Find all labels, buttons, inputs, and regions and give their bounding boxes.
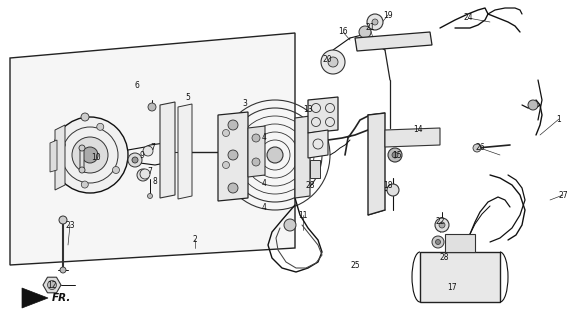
Polygon shape — [80, 148, 84, 170]
Text: 9: 9 — [139, 151, 145, 161]
Circle shape — [392, 152, 398, 158]
Circle shape — [436, 239, 441, 244]
Circle shape — [81, 113, 89, 121]
Circle shape — [435, 218, 449, 232]
Polygon shape — [160, 102, 175, 198]
Text: 1: 1 — [557, 115, 561, 124]
Circle shape — [372, 19, 378, 25]
Circle shape — [359, 26, 371, 38]
Polygon shape — [10, 33, 295, 265]
Polygon shape — [248, 126, 265, 177]
Polygon shape — [178, 104, 192, 199]
Text: 12: 12 — [47, 281, 57, 290]
Circle shape — [228, 120, 238, 130]
Text: 11: 11 — [298, 211, 308, 220]
Text: 4: 4 — [262, 204, 266, 212]
Polygon shape — [308, 130, 328, 158]
Text: 23: 23 — [65, 220, 75, 229]
Circle shape — [128, 153, 142, 167]
Text: 8: 8 — [153, 177, 157, 186]
Text: 16: 16 — [338, 28, 348, 36]
Polygon shape — [218, 112, 248, 201]
Circle shape — [321, 50, 345, 74]
Text: 6: 6 — [135, 82, 139, 91]
Circle shape — [79, 167, 85, 173]
Polygon shape — [50, 140, 57, 172]
Circle shape — [58, 141, 65, 148]
Text: 2: 2 — [192, 236, 198, 244]
Circle shape — [267, 147, 283, 163]
Text: 7: 7 — [147, 167, 152, 177]
Polygon shape — [445, 234, 475, 252]
Polygon shape — [385, 128, 440, 147]
Circle shape — [387, 184, 399, 196]
Text: 15: 15 — [392, 150, 402, 159]
Text: 28: 28 — [305, 180, 315, 189]
Text: 20: 20 — [322, 55, 332, 65]
Text: 4: 4 — [262, 132, 266, 141]
Text: 22: 22 — [436, 218, 445, 227]
Circle shape — [388, 148, 402, 162]
Text: 26: 26 — [475, 143, 485, 153]
Circle shape — [432, 236, 444, 248]
Circle shape — [47, 281, 57, 290]
Text: 14: 14 — [413, 125, 423, 134]
Polygon shape — [368, 113, 385, 215]
Circle shape — [147, 194, 153, 198]
Circle shape — [328, 57, 338, 67]
Text: 5: 5 — [185, 92, 191, 101]
Circle shape — [223, 162, 230, 169]
Circle shape — [72, 137, 108, 173]
Circle shape — [132, 157, 138, 163]
Text: 3: 3 — [243, 99, 247, 108]
Polygon shape — [43, 277, 61, 293]
Circle shape — [228, 183, 238, 193]
Circle shape — [148, 103, 156, 111]
Circle shape — [79, 145, 85, 151]
Circle shape — [284, 219, 296, 231]
Text: 24: 24 — [463, 13, 473, 22]
Circle shape — [140, 169, 150, 179]
Polygon shape — [55, 125, 65, 190]
Polygon shape — [355, 32, 432, 51]
Circle shape — [228, 150, 238, 160]
Polygon shape — [295, 116, 310, 198]
Polygon shape — [420, 252, 500, 302]
Text: 13: 13 — [303, 106, 313, 115]
Circle shape — [252, 158, 260, 166]
Circle shape — [143, 146, 153, 156]
Circle shape — [60, 267, 66, 273]
Text: 28: 28 — [439, 253, 449, 262]
Text: FR.: FR. — [52, 293, 71, 303]
Circle shape — [81, 181, 88, 188]
Text: 10: 10 — [91, 153, 101, 162]
Text: 4: 4 — [262, 179, 266, 188]
Circle shape — [97, 123, 104, 130]
Polygon shape — [22, 288, 48, 308]
Circle shape — [52, 117, 128, 193]
Text: 25: 25 — [350, 260, 360, 269]
Text: 18: 18 — [383, 180, 393, 189]
Circle shape — [82, 147, 98, 163]
Circle shape — [137, 169, 149, 181]
Text: 17: 17 — [447, 284, 457, 292]
Text: 21: 21 — [366, 23, 375, 33]
Polygon shape — [310, 160, 320, 178]
Circle shape — [252, 134, 260, 142]
Text: 7: 7 — [150, 143, 156, 153]
Text: 27: 27 — [558, 190, 568, 199]
Circle shape — [473, 144, 481, 152]
Circle shape — [439, 222, 445, 228]
Polygon shape — [308, 97, 338, 133]
Circle shape — [528, 100, 538, 110]
Circle shape — [113, 166, 120, 173]
Polygon shape — [310, 128, 320, 150]
Circle shape — [59, 216, 67, 224]
Circle shape — [367, 14, 383, 30]
Text: 19: 19 — [383, 11, 393, 20]
Circle shape — [223, 130, 230, 137]
